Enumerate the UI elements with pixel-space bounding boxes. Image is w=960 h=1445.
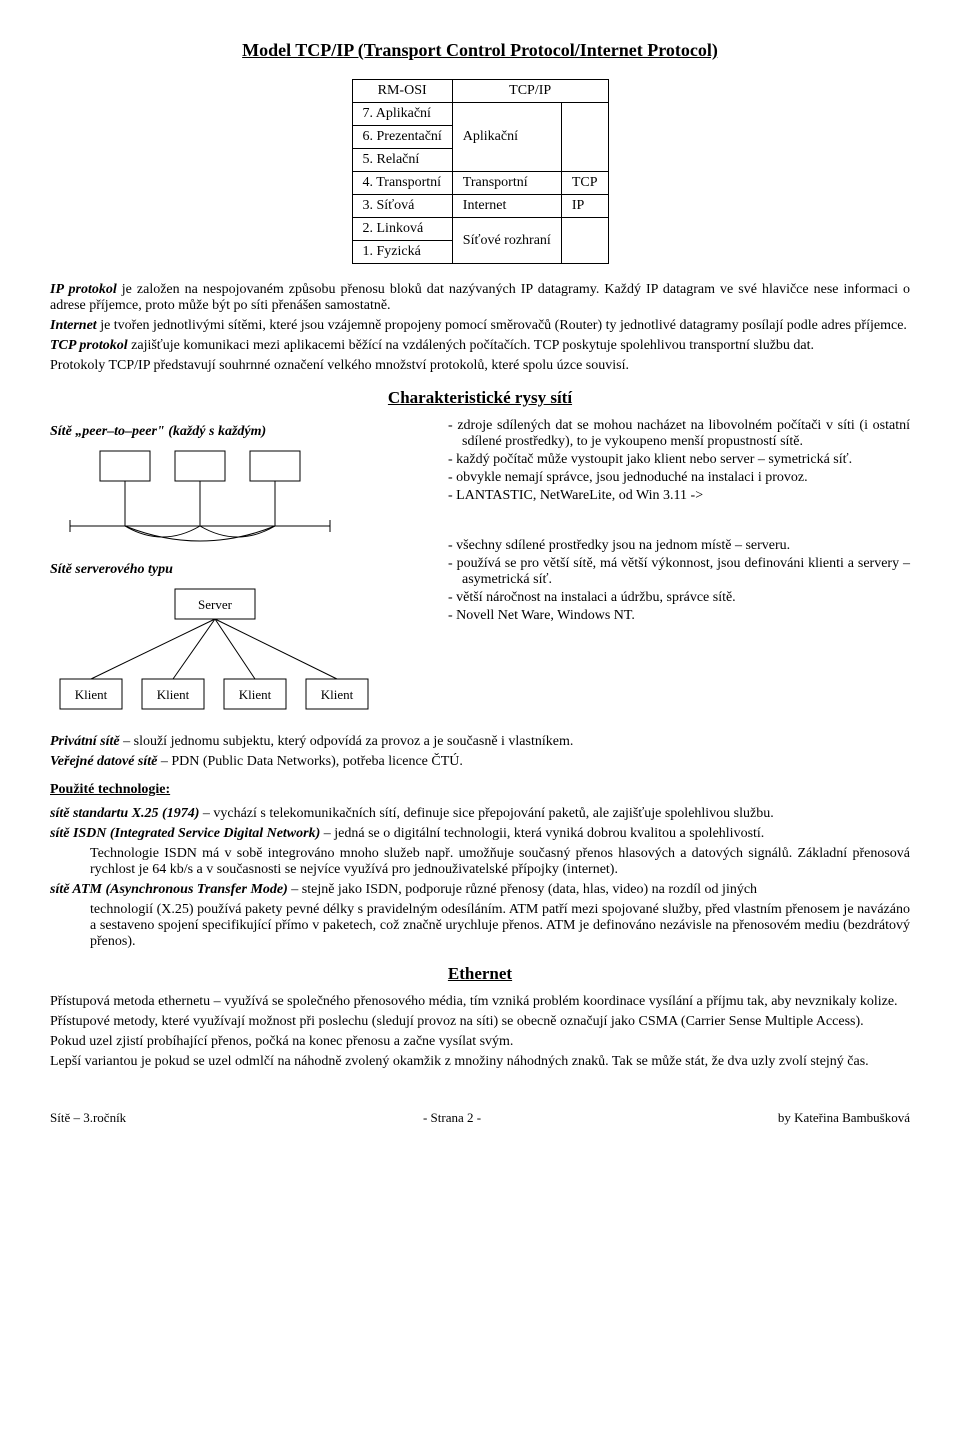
text-x25: – vychází s telekomunikačních sítí, defi… bbox=[199, 806, 773, 821]
text-tcp: zajišťuje komunikaci mezi aplikacemi běž… bbox=[128, 338, 814, 353]
para-atm: sítě ATM (Asynchronous Transfer Mode) – … bbox=[50, 882, 910, 898]
para-isdn: sítě ISDN (Integrated Service Digital Ne… bbox=[50, 826, 910, 842]
svg-text:Klient: Klient bbox=[239, 687, 272, 702]
atm-detail: technologií (X.25) používá pakety pevné … bbox=[90, 902, 910, 950]
footer-right: by Kateřina Bambušková bbox=[778, 1110, 910, 1126]
peer-item: každý počítač může vystoupit jako klient… bbox=[448, 452, 910, 468]
term-atm: sítě ATM (Asynchronous Transfer Mode) bbox=[50, 882, 288, 897]
cell-l6: 6. Prezentační bbox=[352, 126, 452, 149]
page-title: Model TCP/IP (Transport Control Protocol… bbox=[50, 40, 910, 61]
svg-text:Server: Server bbox=[198, 597, 233, 612]
server-item: Novell Net Ware, Windows NT. bbox=[448, 608, 910, 624]
term-x25: sítě standartu X.25 (1974) bbox=[50, 806, 199, 821]
server-heading: Sítě serverového typu bbox=[50, 562, 410, 578]
cell-l4: 4. Transportní bbox=[352, 172, 452, 195]
eth-p4: Lepší variantou je pokud se uzel odmlčí … bbox=[50, 1054, 910, 1070]
text-ip: je založen na nespojovaném způsobu přeno… bbox=[50, 282, 910, 313]
peer-list: zdroje sdílených dat se mohou nacházet n… bbox=[430, 418, 910, 504]
cell-l7: 7. Aplikační bbox=[352, 103, 452, 126]
cell-l1: 1. Fyzická bbox=[352, 241, 452, 264]
cell-transport: Transportní bbox=[452, 172, 561, 195]
server-item: používá se pro větší sítě, má větší výko… bbox=[448, 556, 910, 588]
peer-item: zdroje sdílených dat se mohou nacházet n… bbox=[448, 418, 910, 450]
server-list: všechny sdílené prostředky jsou na jedno… bbox=[430, 538, 910, 624]
text-atm-line1: – stejně jako ISDN, podporuje různé přen… bbox=[288, 882, 757, 897]
cell-app-proto bbox=[561, 103, 608, 172]
cell-netif: Síťové rozhraní bbox=[452, 218, 561, 264]
para-internet: Internet je tvořen jednotlivými sítěmi, … bbox=[50, 318, 910, 334]
text-private: – slouží jednomu subjektu, který odpovíd… bbox=[120, 734, 574, 749]
cell-l3: 3. Síťová bbox=[352, 195, 452, 218]
section-ethernet: Ethernet bbox=[50, 964, 910, 984]
tech-heading: Použité technologie: bbox=[50, 782, 910, 798]
cell-app: Aplikační bbox=[452, 103, 561, 172]
cell-ip: IP bbox=[561, 195, 608, 218]
server-item: větší náročnost na instalaci a údržbu, s… bbox=[448, 590, 910, 606]
term-private: Privátní sítě bbox=[50, 734, 120, 749]
cell-internet: Internet bbox=[452, 195, 561, 218]
th-tcpip: TCP/IP bbox=[452, 80, 608, 103]
eth-p2: Přístupové metody, které využívají možno… bbox=[50, 1014, 910, 1030]
para-summary: Protokoly TCP/IP představují souhrnné oz… bbox=[50, 358, 910, 374]
text-internet: je tvořen jednotlivými sítěmi, které jso… bbox=[97, 318, 907, 333]
eth-p3: Pokud uzel zjistí probíhající přenos, po… bbox=[50, 1034, 910, 1050]
layer-model-table: RM-OSI TCP/IP 7. Aplikační Aplikační 6. … bbox=[352, 79, 609, 264]
term-internet: Internet bbox=[50, 318, 97, 333]
peer-heading: Sítě „peer–to–peer" (každý s každým) bbox=[50, 424, 410, 440]
isdn-detail: Technologie ISDN má v sobě integrováno m… bbox=[90, 846, 910, 878]
text-isdn-line1: – jedná se o digitální technologii, kter… bbox=[320, 826, 764, 841]
th-rmosi: RM-OSI bbox=[352, 80, 452, 103]
cell-l5: 5. Relační bbox=[352, 149, 452, 172]
term-public: Veřejné datové sítě bbox=[50, 754, 157, 769]
svg-text:Klient: Klient bbox=[75, 687, 108, 702]
section-characteristics: Charakteristické rysy sítí bbox=[50, 388, 910, 408]
para-public: Veřejné datové sítě – PDN (Public Data N… bbox=[50, 754, 910, 770]
server-diagram: Server Klient Klient Klient Klient bbox=[50, 584, 380, 724]
footer-left: Sítě – 3.ročník bbox=[50, 1110, 126, 1126]
eth-p1: Přístupová metoda ethernetu – využívá se… bbox=[50, 994, 910, 1010]
cell-netif-proto bbox=[561, 218, 608, 264]
term-tcp: TCP protokol bbox=[50, 338, 128, 353]
footer-center: - Strana 2 - bbox=[423, 1110, 481, 1126]
term-ip: IP protokol bbox=[50, 282, 117, 297]
cell-l2: 2. Linková bbox=[352, 218, 452, 241]
text-public: – PDN (Public Data Networks), potřeba li… bbox=[157, 754, 463, 769]
svg-text:Klient: Klient bbox=[321, 687, 354, 702]
page-footer: Sítě – 3.ročník - Strana 2 - by Kateřina… bbox=[50, 1110, 910, 1126]
peer-diagram bbox=[50, 446, 350, 556]
svg-text:Klient: Klient bbox=[157, 687, 190, 702]
peer-item: LANTASTIC, NetWareLite, od Win 3.11 -> bbox=[448, 488, 910, 504]
term-isdn: sítě ISDN (Integrated Service Digital Ne… bbox=[50, 826, 320, 841]
peer-item: obvykle nemají správce, jsou jednoduché … bbox=[448, 470, 910, 486]
para-tcp: TCP protokol zajišťuje komunikaci mezi a… bbox=[50, 338, 910, 354]
para-x25: sítě standartu X.25 (1974) – vychází s t… bbox=[50, 806, 910, 822]
para-ip: IP protokol je založen na nespojovaném z… bbox=[50, 282, 910, 314]
cell-tcp: TCP bbox=[561, 172, 608, 195]
server-item: všechny sdílené prostředky jsou na jedno… bbox=[448, 538, 910, 554]
para-private: Privátní sítě – slouží jednomu subjektu,… bbox=[50, 734, 910, 750]
